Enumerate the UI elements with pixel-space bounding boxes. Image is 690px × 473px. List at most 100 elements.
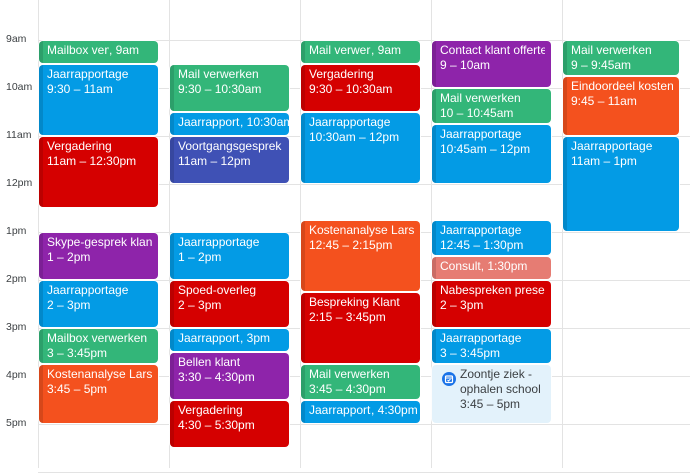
event-title: Jaarrapportage bbox=[47, 67, 129, 81]
event-title: Mail verwerken bbox=[440, 91, 521, 105]
hour-gridline bbox=[38, 183, 690, 185]
event-time: 11am – 12:30pm bbox=[47, 154, 137, 168]
calendar-event[interactable]: Contact klant offerte 9 – 10am bbox=[432, 41, 551, 87]
event-title: Mailbox verwerken bbox=[47, 43, 109, 57]
day-column-divider bbox=[300, 0, 301, 468]
event-color-flag bbox=[170, 281, 174, 327]
event-color-flag bbox=[432, 89, 436, 123]
time-label: 5pm bbox=[6, 417, 27, 429]
calendar-event[interactable]: Spoed-overleg 2 – 3pm bbox=[170, 281, 289, 327]
event-title: Jaarrapportage bbox=[440, 127, 522, 141]
event-color-flag bbox=[39, 365, 43, 423]
event-separator: , bbox=[240, 115, 247, 129]
event-color-flag bbox=[39, 65, 43, 135]
event-time: 3 – 3:45pm bbox=[440, 346, 501, 360]
calendar-event[interactable]: Mail verwerken 3:45 – 4:30pm bbox=[301, 365, 420, 399]
event-color-flag bbox=[432, 41, 436, 87]
day-column-divider bbox=[169, 0, 170, 468]
event-color-flag bbox=[432, 257, 436, 279]
event-title: Contact klant offerte bbox=[440, 43, 545, 57]
calendar-event[interactable]: Bellen klant 3:30 – 4:30pm bbox=[170, 353, 289, 399]
calendar-event[interactable]: Jaarrapportage 2 – 3pm bbox=[39, 281, 158, 327]
event-time: 2 – 3pm bbox=[440, 298, 484, 312]
event-time: 11am – 12pm bbox=[178, 154, 251, 168]
hour-gridline bbox=[38, 39, 690, 41]
event-title: Zoontje ziek - ophalen school bbox=[460, 367, 541, 396]
calendar-event[interactable]: Jaarrapportage, 3pm bbox=[170, 329, 289, 351]
calendar-event[interactable]: Mail verwerken 9:30 – 10:30am bbox=[170, 65, 289, 111]
calendar-event[interactable]: Vergadering 11am – 12:30pm bbox=[39, 137, 158, 207]
event-time: 3:45 – 5pm bbox=[460, 397, 521, 411]
event-title: Jaarrapportage bbox=[178, 115, 240, 129]
calendar-event[interactable]: Mailbox verwerken 3 – 3:45pm bbox=[39, 329, 158, 363]
event-time: 9am bbox=[115, 43, 140, 57]
time-label: 2pm bbox=[6, 273, 27, 285]
calendar-event[interactable]: Kostenanalyse Lars 3:45 – 5pm bbox=[39, 365, 158, 423]
event-color-flag bbox=[170, 401, 174, 447]
event-color-flag bbox=[39, 137, 43, 207]
event-color-flag bbox=[170, 65, 174, 111]
event-title: Kostenanalyse Lars bbox=[309, 223, 414, 237]
event-task-icon bbox=[442, 372, 456, 386]
event-color-flag bbox=[563, 77, 567, 135]
event-time: 2 – 3pm bbox=[178, 298, 222, 312]
time-label: 1pm bbox=[6, 225, 27, 237]
calendar-event[interactable]: Bespreking Klant 2:15 – 3:45pm bbox=[301, 293, 420, 363]
event-time: 9am bbox=[377, 43, 402, 57]
calendar-event[interactable]: Jaarrapportage 3 – 3:45pm bbox=[432, 329, 551, 363]
event-color-flag bbox=[563, 137, 567, 231]
event-title: Jaarrapportage bbox=[178, 235, 260, 249]
event-time: 3:45 – 5pm bbox=[47, 382, 108, 396]
event-color-flag bbox=[301, 293, 305, 363]
calendar-event[interactable]: Skype-gesprek klant 1 – 2pm bbox=[39, 233, 158, 279]
event-color-flag bbox=[301, 113, 305, 183]
event-color-flag bbox=[170, 137, 174, 183]
calendar-event[interactable]: Mail verwerken 9 – 9:45am bbox=[563, 41, 679, 75]
event-title: Mail verwerken bbox=[571, 43, 652, 57]
event-color-flag bbox=[301, 65, 305, 111]
calendar-event[interactable]: Mail verwerken, 9am bbox=[301, 41, 420, 63]
calendar-event[interactable]: Jaarrapportage 11am – 1pm bbox=[563, 137, 679, 231]
event-time: 1 – 2pm bbox=[47, 250, 91, 264]
calendar-event[interactable]: Vergadering 4:30 – 5:30pm bbox=[170, 401, 289, 447]
event-title: Bellen klant bbox=[178, 355, 241, 369]
time-label: 9am bbox=[6, 33, 27, 45]
calendar-event[interactable]: Jaarrapportage, 10:30am bbox=[170, 113, 289, 135]
calendar-event[interactable]: Jaarrapportage 12:45 – 1:30pm bbox=[432, 221, 551, 255]
event-title: Vergadering bbox=[47, 139, 112, 153]
event-time: 9 – 10am bbox=[440, 58, 491, 72]
calendar-event[interactable]: Voortgangsgesprek 11am – 12pm bbox=[170, 137, 289, 183]
time-label: 3pm bbox=[6, 321, 27, 333]
event-color-flag bbox=[170, 113, 174, 135]
event-time: 9:45 – 11am bbox=[571, 94, 637, 108]
calendar-event[interactable]: Jaarrapportage 10:45am – 12pm bbox=[432, 125, 551, 183]
event-title: Kostenanalyse Lars bbox=[47, 367, 152, 381]
calendar-event[interactable]: Zoontje ziek - ophalen school 3:45 – 5pm bbox=[432, 365, 551, 423]
calendar-event[interactable]: Jaarrapportage 10:30am – 12pm bbox=[301, 113, 420, 183]
calendar-event[interactable]: Jaarrapportage 9:30 – 11am bbox=[39, 65, 158, 135]
calendar-event[interactable]: Consult, 1:30pm bbox=[432, 257, 551, 279]
event-title: Jaarrapportage bbox=[571, 139, 653, 153]
calendar-event[interactable]: Jaarrapportage, 4:30pm bbox=[301, 401, 420, 423]
event-title: Mail verwerken bbox=[178, 67, 259, 81]
event-separator: , bbox=[240, 331, 247, 345]
event-time: 12:45 – 1:30pm bbox=[440, 238, 524, 252]
calendar-event[interactable]: Nabespreken presentatie2 – 3pm bbox=[432, 281, 551, 327]
event-title: Mailbox verwerken bbox=[47, 331, 148, 345]
event-time: 10:45am – 12pm bbox=[440, 142, 531, 156]
event-separator: , bbox=[109, 43, 116, 57]
calendar-event[interactable]: Vergadering 9:30 – 10:30am bbox=[301, 65, 420, 111]
event-time: 9 – 9:45am bbox=[571, 58, 632, 72]
calendar-event[interactable]: Jaarrapportage 1 – 2pm bbox=[170, 233, 289, 279]
event-color-flag bbox=[301, 41, 305, 63]
time-label: 12pm bbox=[6, 177, 33, 189]
calendar-event[interactable]: Mailbox verwerken, 9am bbox=[39, 41, 158, 63]
event-color-flag bbox=[39, 41, 43, 63]
event-title: Vergadering bbox=[178, 403, 243, 417]
calendar-event[interactable]: Mail verwerken 10 – 10:45am bbox=[432, 89, 551, 123]
calendar-event[interactable]: Kostenanalyse Lars 12:45 – 2:15pm bbox=[301, 221, 420, 291]
event-color-flag bbox=[301, 401, 305, 423]
calendar-event[interactable]: Eindoordeel kostenanalyse9:45 – 11am bbox=[563, 77, 679, 135]
event-title: Skype-gesprek klant bbox=[47, 235, 152, 249]
